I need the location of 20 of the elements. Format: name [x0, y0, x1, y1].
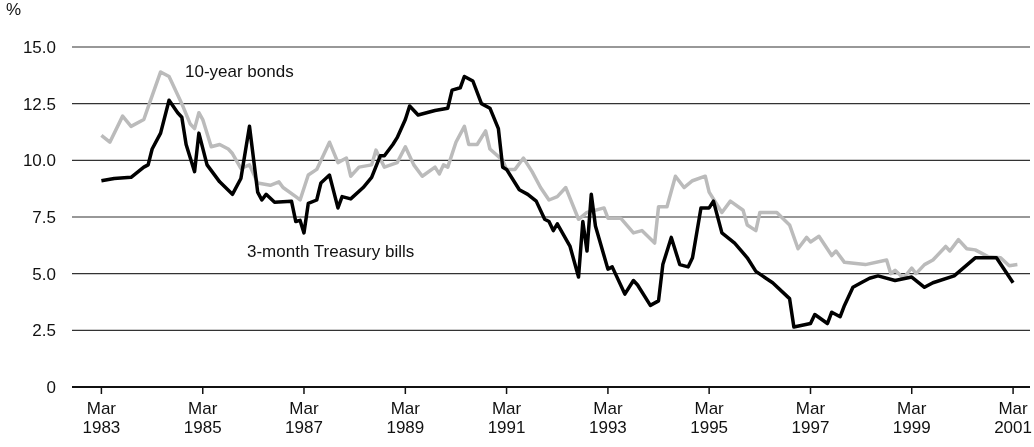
x-tick-label: Mar 2001	[994, 399, 1032, 437]
x-tick-label: Mar 1993	[589, 399, 627, 437]
y-tick-label: 0	[46, 378, 56, 398]
x-tick-label: Mar 1987	[285, 399, 323, 437]
x-tick-label: Mar 1991	[487, 399, 526, 437]
y-tick-label: 15.0	[22, 38, 56, 58]
y-axis-title: %	[6, 0, 22, 20]
x-tick-label: Mar 1983	[82, 399, 121, 437]
x-tick-label: Mar 1997	[791, 399, 830, 437]
x-tick-label: Mar 1999	[892, 399, 931, 437]
x-tick-label: Mar 1995	[690, 399, 729, 437]
x-tick-label: Mar 1985	[183, 399, 222, 437]
x-tick-label: Mar 1989	[386, 399, 425, 437]
y-tick-label: 7.5	[32, 208, 56, 228]
y-tick-label: 2.5	[32, 321, 56, 341]
series-label: 3-month Treasury bills	[247, 242, 415, 262]
series-label: 10-year bonds	[185, 62, 294, 82]
y-tick-label: 10.0	[22, 151, 56, 171]
y-tick-label: 5.0	[32, 264, 56, 284]
y-tick-label: 12.5	[22, 94, 56, 114]
